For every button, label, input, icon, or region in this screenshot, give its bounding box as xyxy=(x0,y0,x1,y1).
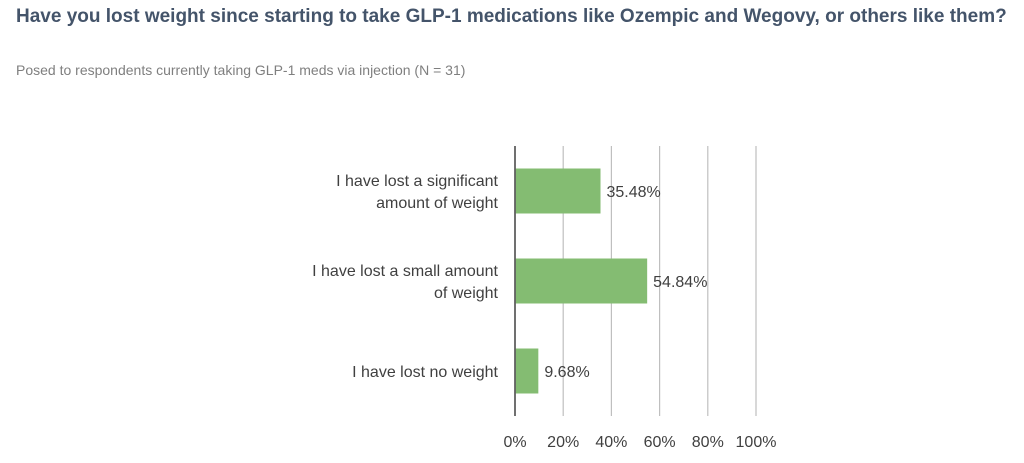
category-label-line: of weight xyxy=(434,285,499,302)
x-tick-label: 40% xyxy=(595,434,627,451)
data-label: 54.84% xyxy=(653,274,707,291)
data-label: 35.48% xyxy=(607,184,661,201)
category-label-line: I have lost no weight xyxy=(352,364,498,381)
x-tick-label: 20% xyxy=(547,434,579,451)
category-label-line: I have lost a small amount xyxy=(312,263,498,280)
chart-subtitle: Posed to respondents currently taking GL… xyxy=(16,62,466,78)
x-tick-label: 60% xyxy=(644,434,676,451)
x-tick-label: 100% xyxy=(736,434,777,451)
bar xyxy=(515,348,539,394)
chart-title: Have you lost weight since starting to t… xyxy=(16,6,1007,27)
data-label: 9.68% xyxy=(544,364,589,381)
bars xyxy=(515,168,648,394)
category-label-line: I have lost a significant xyxy=(336,173,498,190)
category-label: I have lost a significant amount of weigh… xyxy=(336,173,498,212)
x-tick-labels: 0% 20% 40% 60% 80% 100% xyxy=(503,434,776,451)
bar xyxy=(515,258,648,304)
data-labels: 35.48% 54.84% 9.68% xyxy=(544,184,707,381)
x-tick-label: 0% xyxy=(503,434,526,451)
category-label: I have lost a small amount of weight xyxy=(312,263,498,302)
bar xyxy=(515,168,601,214)
category-label: I have lost no weight xyxy=(352,364,498,381)
x-tick-label: 80% xyxy=(692,434,724,451)
category-labels: I have lost a significant amount of weigh… xyxy=(312,173,498,381)
category-label-line: amount of weight xyxy=(376,195,498,212)
